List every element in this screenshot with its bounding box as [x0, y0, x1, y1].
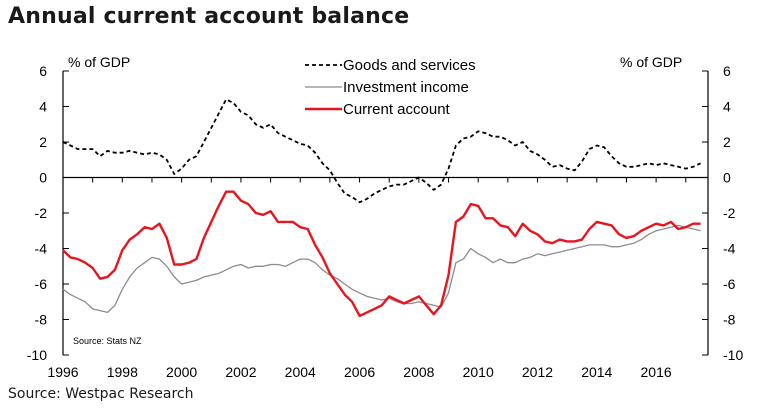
left-y-tick-label: -2 — [35, 205, 48, 221]
chart-title: Annual current account balance — [8, 4, 410, 29]
right-y-tick-label: -4 — [723, 241, 736, 257]
right-y-tick-label: 0 — [723, 170, 731, 186]
left-y-tick-label: -4 — [35, 241, 48, 257]
x-tick-label: 2014 — [581, 364, 612, 380]
x-tick-label: 2004 — [285, 364, 316, 380]
right-y-tick-label: -6 — [723, 276, 736, 292]
right-y-tick-label: 2 — [723, 134, 731, 150]
legend-label-current-account: Current account — [343, 101, 451, 118]
left-y-tick-label: -8 — [35, 312, 48, 328]
left-y-tick-label: 6 — [39, 63, 47, 79]
right-axis-unit-label: % of GDP — [620, 54, 682, 70]
left-y-tick-label: 0 — [39, 170, 47, 186]
x-tick-label: 2016 — [641, 364, 672, 380]
right-y-tick-label: 6 — [723, 63, 731, 79]
x-tick-label: 1998 — [107, 364, 138, 380]
series-line-current-account — [62, 190, 701, 318]
x-tick-label: 2002 — [225, 364, 256, 380]
x-tick-label: 2000 — [166, 364, 197, 380]
legend-label-goods-and-services: Goods and services — [343, 57, 476, 74]
right-y-tick-label: 4 — [723, 99, 731, 115]
right-y-tick-label: -8 — [723, 312, 736, 328]
x-tick-label: 1996 — [47, 364, 78, 380]
left-y-tick-label: -10 — [27, 347, 47, 363]
x-tick-label: 2010 — [463, 364, 494, 380]
chart-source-note: Source: Stats NZ — [73, 336, 142, 346]
right-y-tick-label: -2 — [723, 205, 736, 221]
left-axis-unit-label: % of GDP — [68, 54, 130, 70]
series-line-investment-income — [62, 224, 701, 314]
left-y-tick-label: -6 — [35, 276, 48, 292]
legend-label-investment-income: Investment income — [343, 79, 469, 96]
left-y-tick-label: 2 — [39, 134, 47, 150]
x-tick-label: 2006 — [344, 364, 375, 380]
footer-source: Source: Westpac Research — [8, 386, 194, 402]
left-y-tick-label: 4 — [39, 99, 47, 115]
chart-legend: Goods and services Investment income Curre… — [305, 57, 476, 118]
chart-axes — [62, 70, 709, 356]
chart-series — [62, 98, 701, 318]
right-y-tick-label: -10 — [723, 347, 743, 363]
x-tick-label: 2012 — [522, 364, 553, 380]
x-tick-label: 2008 — [403, 364, 434, 380]
